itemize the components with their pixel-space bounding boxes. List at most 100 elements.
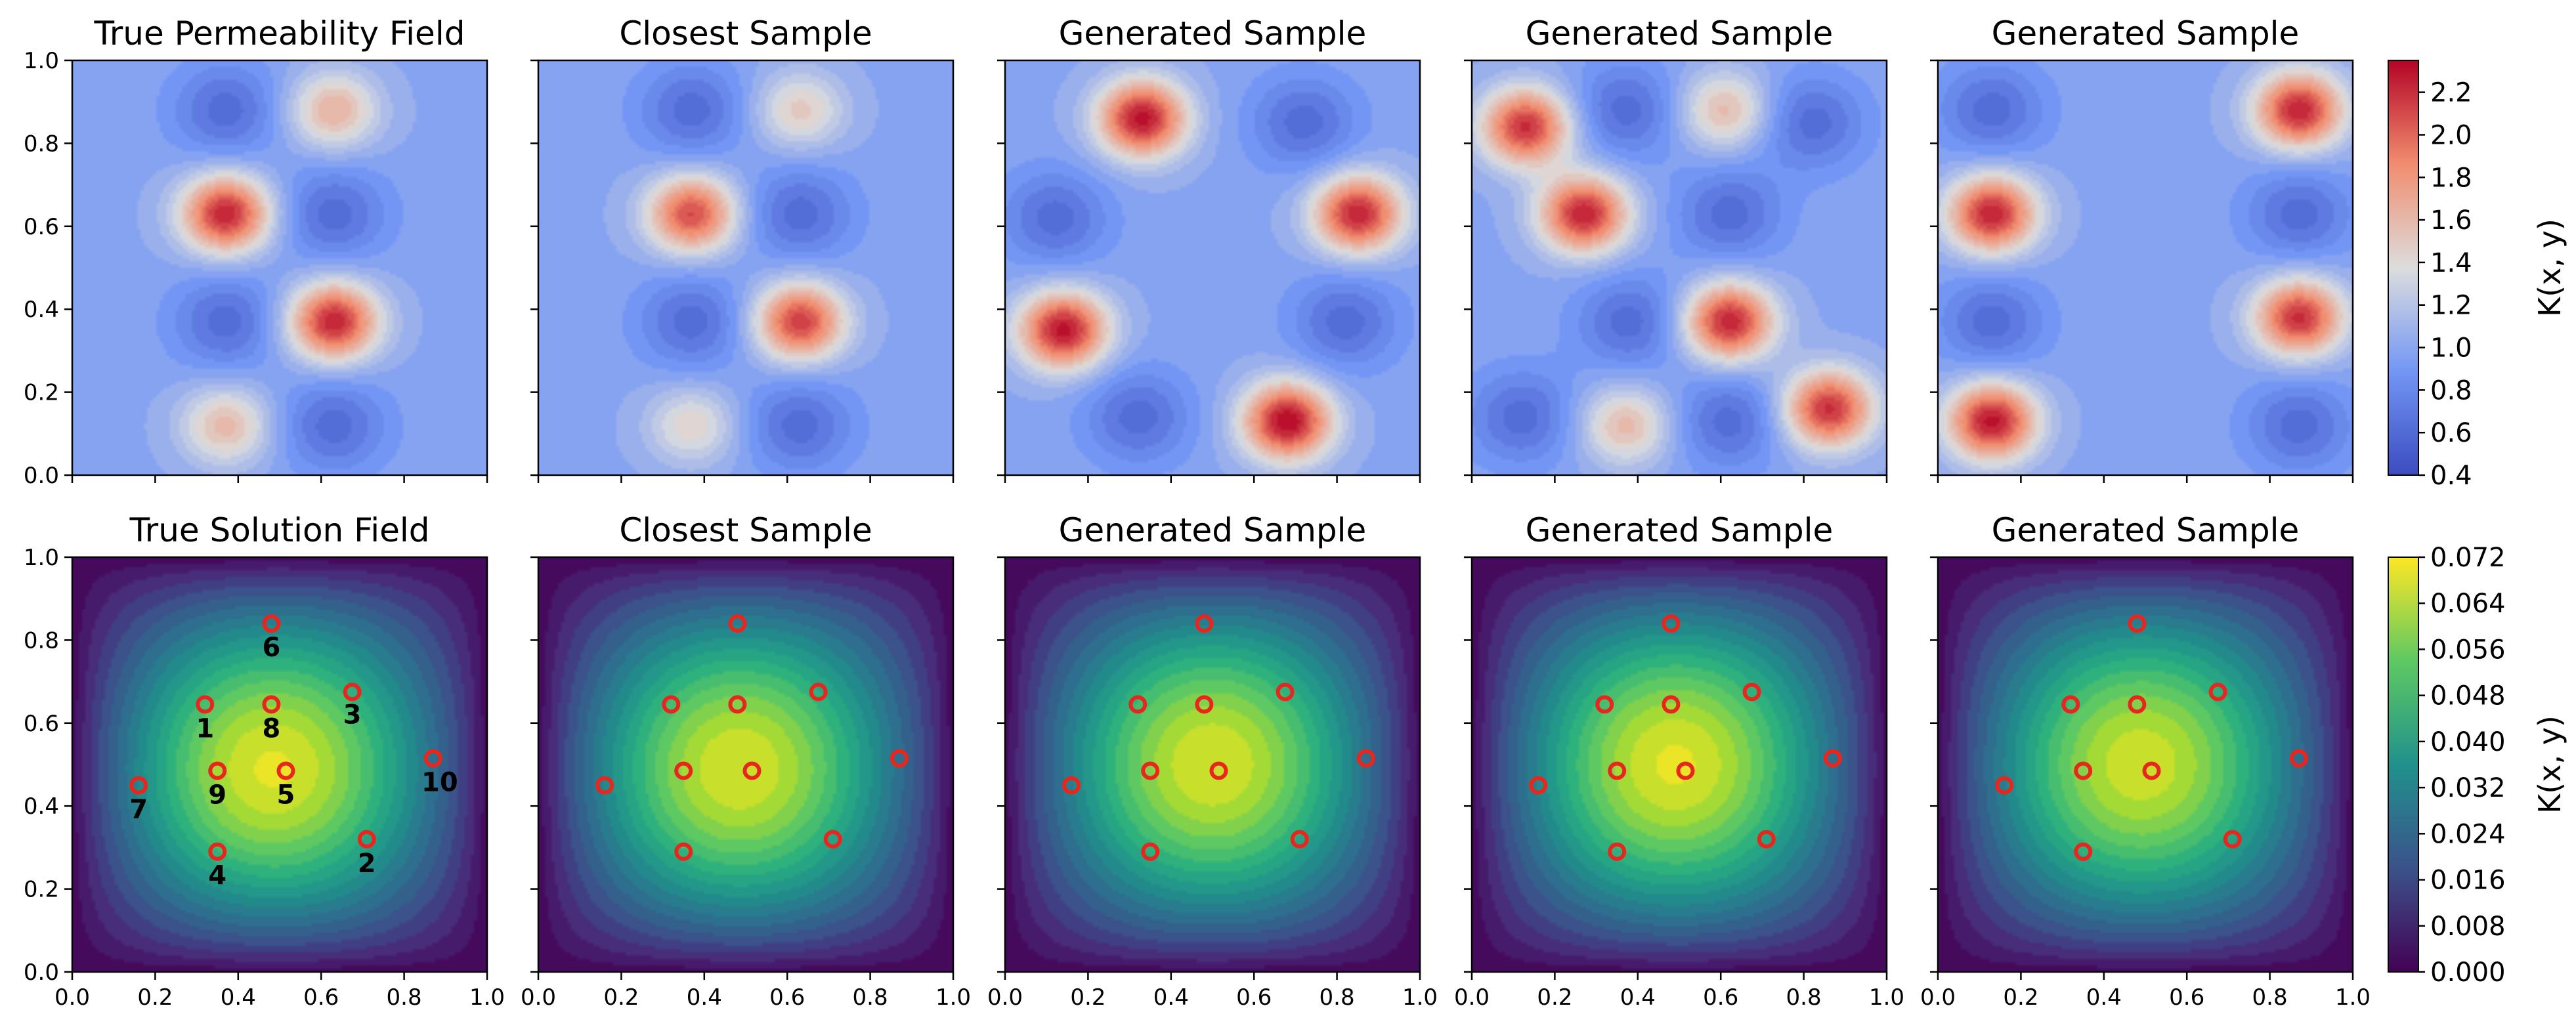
sensor-label: 3 [343, 700, 362, 730]
sensor-marker [1356, 749, 1375, 768]
colorbar-label: K(x, y) [2532, 219, 2567, 317]
permeability-field-1 [72, 60, 487, 475]
panel-title: Generated Sample [1526, 14, 1834, 53]
colorbar-tick-label: 1.6 [2430, 205, 2472, 236]
sensor-marker [2128, 614, 2147, 633]
colorbar-tick-label: 0.032 [2430, 773, 2506, 803]
sensor-marker [1757, 830, 1776, 849]
y-tick-label: 1.0 [24, 48, 59, 74]
sensor-marker [2142, 761, 2161, 780]
sensor-marker [890, 749, 909, 768]
x-tick-label: 0.6 [303, 984, 339, 1011]
sensor-label: 6 [262, 633, 280, 663]
sensor-marker [728, 695, 747, 714]
colorbar-tick-label: 0.016 [2430, 866, 2506, 896]
x-tick-label: 0.0 [54, 984, 90, 1011]
x-tick-label: 0.4 [221, 984, 256, 1011]
y-tick-label: 0.4 [24, 793, 59, 820]
axes-frame [1004, 59, 1421, 476]
x-tick-label: 1.0 [935, 984, 971, 1011]
colorbar-tick-label: 1.2 [2430, 291, 2472, 321]
sensor-marker [1209, 761, 1228, 780]
sensor-label: 1 [196, 713, 214, 744]
sensor-marker [2074, 761, 2093, 780]
x-tick-label: 0.2 [1070, 984, 1106, 1011]
colorbar-tick-label: 0.6 [2430, 418, 2472, 448]
sensor-marker [276, 761, 295, 780]
y-tick-label: 0.8 [24, 627, 59, 654]
y-tick-label: 0.4 [24, 297, 59, 323]
sensor-marker [2128, 695, 2147, 714]
axes-frame [71, 59, 488, 476]
sensor-marker [742, 761, 762, 780]
colorbar-tick-label: 0.008 [2430, 912, 2506, 942]
sensor-marker [1062, 776, 1081, 795]
axes-frame [1470, 556, 1888, 973]
sensor-marker [728, 614, 747, 633]
colorbar-tick-label: 1.0 [2430, 333, 2472, 364]
sensor-marker [1662, 614, 1681, 633]
panel-title: Generated Sample [1059, 511, 1367, 549]
sensor-label: 2 [358, 849, 376, 879]
sensor-marker [262, 695, 281, 714]
colorbar-tick-label: 0.8 [2430, 375, 2472, 406]
sensor-marker [208, 761, 227, 780]
permeability-field-5 [1938, 60, 2353, 475]
sensor-marker [1195, 695, 1214, 714]
sensor-marker [823, 830, 842, 849]
axes-frame [1470, 59, 1888, 476]
panel-title: Generated Sample [1992, 14, 2300, 53]
panel-title: True Permeability Field [94, 14, 465, 53]
y-tick-label: 0.6 [24, 214, 59, 240]
sensor-marker [2289, 749, 2308, 768]
x-tick-label: 0.4 [1153, 984, 1189, 1011]
x-tick-label: 0.4 [1620, 984, 1656, 1011]
y-tick-label: 0.2 [24, 380, 59, 406]
sensor-marker [809, 683, 828, 702]
sensor-marker [1676, 761, 1695, 780]
colorbar-tick-label: 0.048 [2430, 681, 2506, 711]
sensor-label: 4 [208, 861, 226, 891]
x-tick-label: 0.2 [603, 984, 639, 1011]
sensor-marker [1995, 776, 2014, 795]
x-tick-label: 1.0 [1402, 984, 1438, 1011]
sensor-marker [423, 749, 442, 768]
x-tick-label: 0.8 [387, 984, 422, 1011]
y-tick-label: 0.8 [24, 131, 59, 157]
sensor-marker [129, 776, 148, 795]
sensor-marker [262, 614, 281, 633]
y-tick-label: 0.2 [24, 877, 59, 903]
sensor-marker [1141, 842, 1160, 861]
panel-title: Generated Sample [1526, 511, 1834, 549]
permeability-field-4 [1472, 60, 1887, 475]
sensor-label: 7 [129, 795, 148, 825]
x-tick-label: 0.6 [769, 984, 805, 1011]
axes-frame [537, 59, 955, 476]
colorbar-tick-label: 0.072 [2430, 543, 2506, 573]
y-tick-label: 0.6 [24, 711, 59, 737]
panel-title: Generated Sample [1992, 511, 2300, 549]
panel-title: Closest Sample [619, 14, 872, 53]
x-tick-label: 1.0 [1869, 984, 1904, 1011]
y-tick-label: 0.0 [24, 463, 59, 489]
axes-frame [1937, 556, 2354, 973]
sensor-marker [1195, 614, 1214, 633]
x-tick-label: 1.0 [469, 984, 505, 1011]
colorbar-tick-label: 0.4 [2430, 461, 2472, 491]
x-tick-label: 0.0 [987, 984, 1023, 1011]
sensor-marker [1608, 761, 1627, 780]
sensor-marker [343, 683, 362, 702]
sensor-marker [1276, 683, 1295, 702]
sensor-marker [2061, 695, 2080, 714]
sensor-marker [1742, 683, 1761, 702]
sensor-marker [595, 776, 614, 795]
sensor-marker [1662, 695, 1681, 714]
colorbar-label: K(x, y) [2532, 715, 2567, 814]
y-tick-label: 1.0 [24, 545, 59, 571]
x-tick-label: 0.0 [1920, 984, 1956, 1011]
x-tick-label: 0.6 [1236, 984, 1272, 1011]
x-tick-label: 0.2 [2003, 984, 2038, 1011]
axes-frame [1937, 59, 2354, 476]
x-tick-label: 0.8 [1320, 984, 1355, 1011]
